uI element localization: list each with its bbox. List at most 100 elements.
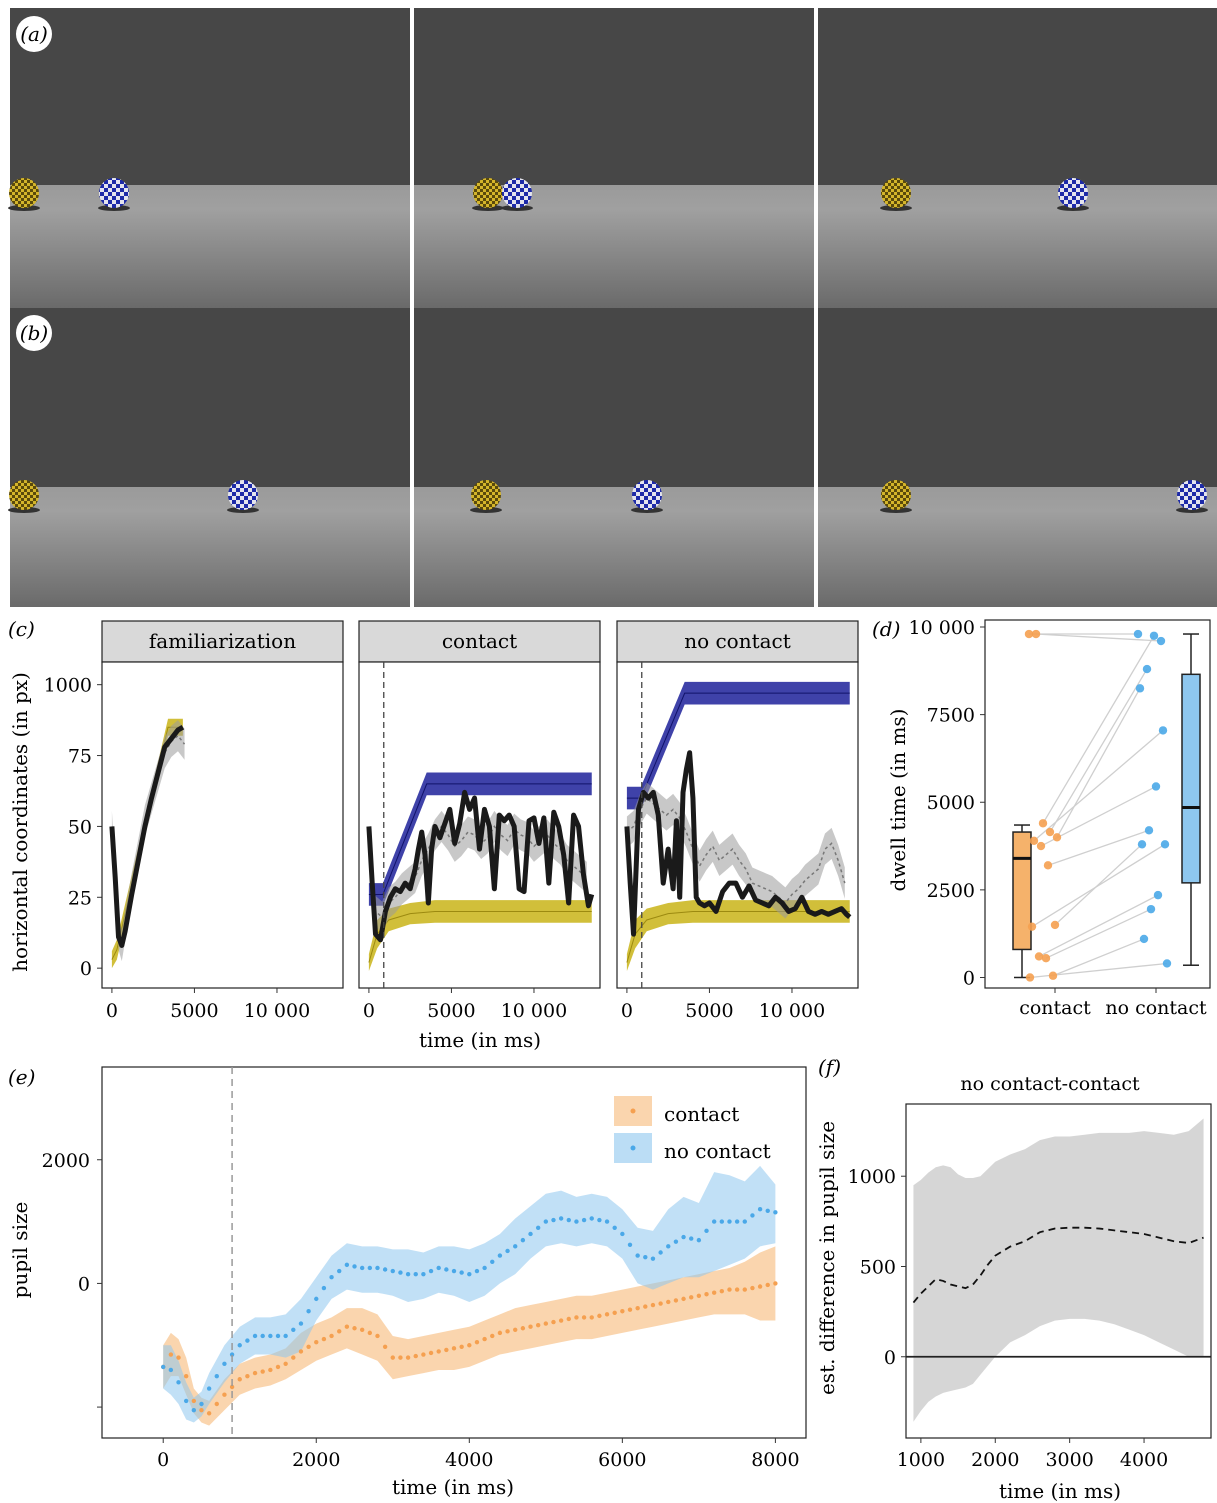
panel-c-yaxis: 0 25 50 75 1000 bbox=[44, 675, 102, 980]
point-no-contact bbox=[1144, 826, 1154, 835]
mean-dot-no-contact bbox=[482, 1265, 487, 1271]
mean-dot-no-contact bbox=[765, 1208, 770, 1213]
mean-dot-contact bbox=[191, 1398, 197, 1404]
mean-dot-contact bbox=[275, 1364, 281, 1370]
mean-dot-contact bbox=[773, 1281, 778, 1286]
mean-dot-no-contact bbox=[711, 1219, 717, 1224]
xtick-label: 10 000 bbox=[759, 1000, 825, 1022]
photo-frame bbox=[414, 8, 814, 308]
point-no-contact bbox=[1151, 782, 1161, 791]
panel-f-ylabel: est. difference in pupil size bbox=[815, 1121, 839, 1395]
mean-dot-contact bbox=[505, 1329, 510, 1334]
mean-dot-no-contact bbox=[666, 1244, 671, 1249]
point-contact bbox=[1052, 833, 1062, 842]
mean-dot-contact bbox=[382, 1344, 388, 1349]
mean-dot-no-contact bbox=[352, 1264, 357, 1269]
ytick-label: 2000 bbox=[42, 1150, 90, 1172]
mean-dot-contact bbox=[467, 1343, 472, 1348]
mean-dot-no-contact bbox=[268, 1333, 273, 1339]
mean-dot-no-contact bbox=[474, 1268, 480, 1274]
mean-dot-no-contact bbox=[405, 1271, 411, 1277]
facet-title: no contact bbox=[684, 629, 791, 653]
panel-d-frame bbox=[984, 619, 1211, 989]
blue-checkered-ball bbox=[632, 480, 662, 510]
panel-c-ylabel: horizontal coordinates (in px) bbox=[8, 672, 32, 972]
gaze-mean-line bbox=[626, 796, 846, 905]
blue-ball-line bbox=[368, 783, 592, 895]
mean-dot-no-contact bbox=[719, 1219, 725, 1224]
blue-ball-line bbox=[626, 692, 850, 799]
panel-label-e: (e) bbox=[8, 1065, 35, 1089]
point-no-contact bbox=[1153, 890, 1163, 900]
mean-dot-no-contact bbox=[750, 1213, 755, 1218]
mean-dot-contact bbox=[451, 1346, 457, 1351]
blue-checkered-ball bbox=[99, 178, 129, 208]
yellow-ball-line bbox=[368, 910, 592, 963]
mean-dot-contact bbox=[482, 1336, 487, 1342]
mean-dot-contact bbox=[765, 1282, 770, 1288]
mean-dot-no-contact bbox=[222, 1361, 227, 1367]
mean-dot-contact bbox=[314, 1339, 319, 1345]
point-contact bbox=[1031, 629, 1041, 639]
blue-ball-ribbon bbox=[368, 772, 592, 906]
mean-dot-contact bbox=[643, 1304, 648, 1309]
mean-dot-contact bbox=[168, 1352, 174, 1357]
mean-dot-contact bbox=[428, 1350, 434, 1356]
mean-dot-contact bbox=[413, 1353, 418, 1359]
pair-line bbox=[1033, 729, 1164, 842]
mean-dot-no-contact bbox=[183, 1398, 189, 1404]
panel-c-xlabel: time (in ms) bbox=[419, 1028, 541, 1052]
mean-dot-contact bbox=[306, 1344, 311, 1349]
mean-dot-no-contact bbox=[252, 1333, 258, 1339]
ytick-label: 2500 bbox=[927, 880, 975, 902]
point-no-contact bbox=[1149, 631, 1159, 640]
panel-e-xlabel: time (in ms) bbox=[392, 1475, 514, 1499]
mean-dot-contact bbox=[574, 1315, 579, 1320]
svg-text:(b): (b) bbox=[20, 321, 48, 345]
yellow-ball-ribbon bbox=[368, 900, 592, 971]
mean-dot-contact bbox=[283, 1361, 288, 1367]
mean-dot-no-contact bbox=[382, 1267, 388, 1272]
ytick-label: 5000 bbox=[927, 792, 975, 814]
panel-label-a: (a) bbox=[16, 16, 52, 52]
photo-row-a bbox=[8, 8, 1217, 308]
panel-f-plot: 1000 2000 3000 4000 0 500 1000 bbox=[848, 1118, 1211, 1471]
facet-title: contact bbox=[442, 629, 517, 653]
xtick-label: 0 bbox=[106, 1000, 118, 1022]
mean-dot-no-contact bbox=[704, 1228, 709, 1234]
ytick-label: 500 bbox=[860, 1256, 896, 1278]
yellow-checkered-ball bbox=[473, 178, 503, 208]
mean-dot-contact bbox=[650, 1302, 656, 1308]
facet-familiarization: familiarization 0 5000 10 000 bbox=[101, 620, 344, 1022]
gaze-median-line bbox=[624, 750, 852, 937]
mean-dot-no-contact bbox=[581, 1217, 587, 1223]
xtick-label: 4000 bbox=[1120, 1449, 1168, 1471]
mean-dot-no-contact bbox=[604, 1219, 610, 1224]
ytick-label: 25 bbox=[68, 887, 92, 909]
mean-dot-contact bbox=[375, 1333, 380, 1339]
facet-frame bbox=[616, 661, 859, 989]
ytick-label: 0 bbox=[884, 1347, 896, 1369]
point-no-contact bbox=[1139, 934, 1149, 944]
pair-line bbox=[1035, 633, 1162, 642]
mean-dot-no-contact bbox=[543, 1219, 549, 1224]
mean-dot-contact bbox=[490, 1333, 495, 1339]
mean-dot-no-contact bbox=[727, 1219, 732, 1224]
panel-f: (f) no contact-contact est. difference i… bbox=[815, 1055, 1212, 1503]
ytick-label: 10 000 bbox=[909, 617, 975, 639]
panel-e-ylabel: pupil size bbox=[8, 1202, 32, 1299]
facet-contact: contact 0 5000 10 000 bbox=[358, 620, 601, 1022]
blue-checkered-ball bbox=[1177, 480, 1207, 510]
mean-dot-no-contact bbox=[291, 1327, 296, 1332]
mean-dot-contact bbox=[344, 1324, 350, 1329]
mean-dot-contact bbox=[367, 1330, 373, 1336]
xtick-label: 3000 bbox=[1045, 1449, 1093, 1471]
ytick-label: 0 bbox=[963, 967, 975, 989]
mean-dot-contact bbox=[635, 1305, 640, 1311]
mean-dot-no-contact bbox=[574, 1219, 579, 1224]
yellow-ball-ribbon bbox=[626, 900, 850, 971]
panel-f-frame bbox=[905, 1103, 1212, 1439]
point-contact bbox=[1027, 922, 1037, 931]
xtick-label: 6000 bbox=[598, 1449, 646, 1471]
mean-dot-no-contact bbox=[658, 1250, 663, 1255]
